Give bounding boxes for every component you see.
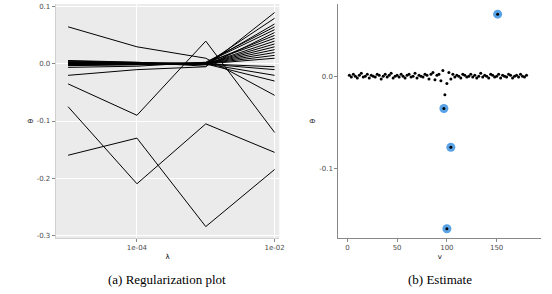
svg-text:100: 100: [440, 244, 453, 252]
svg-text:0.1: 0.1: [39, 3, 50, 11]
svg-text:50: 50: [393, 244, 402, 252]
svg-text:-0.1: -0.1: [319, 165, 333, 173]
svg-text:150: 150: [490, 244, 503, 252]
svg-text:-0.2: -0.2: [37, 175, 51, 183]
svg-text:λ: λ: [165, 253, 169, 261]
svg-text:0.0: 0.0: [322, 73, 333, 81]
svg-text:1e-02: 1e-02: [264, 244, 284, 252]
svg-text:(b) Estimate: (b) Estimate: [408, 272, 472, 287]
svg-text:θ: θ: [27, 119, 35, 123]
svg-text:θ: θ: [309, 119, 317, 123]
svg-text:-0.3: -0.3: [37, 232, 51, 240]
svg-text:1e-04: 1e-04: [127, 244, 148, 252]
svg-text:0: 0: [345, 244, 349, 252]
svg-text:v: v: [438, 253, 442, 261]
svg-text:(a) Regularization plot: (a) Regularization plot: [108, 272, 226, 287]
svg-text:-0.1: -0.1: [37, 117, 51, 125]
svg-text:0.0: 0.0: [39, 60, 50, 68]
